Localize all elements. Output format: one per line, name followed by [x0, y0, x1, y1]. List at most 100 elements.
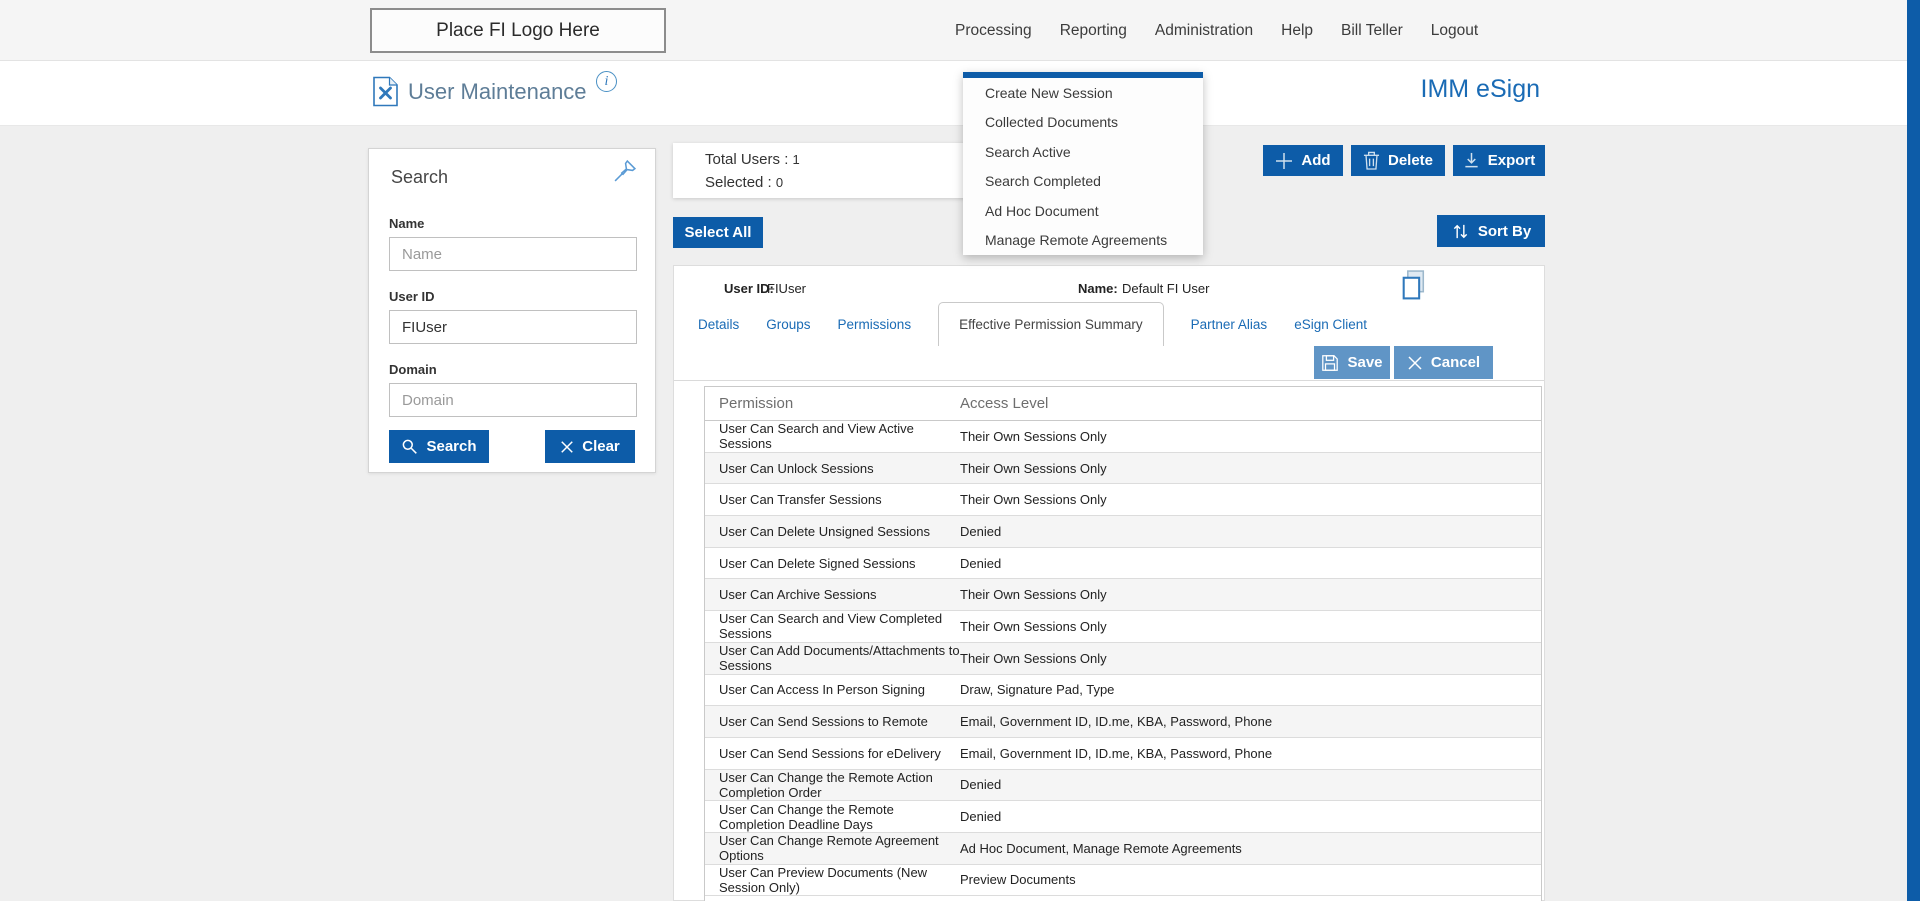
permission-cell: User Can Delete Unsigned Sessions — [719, 523, 930, 539]
tab-effective-permission-summary[interactable]: Effective Permission Summary — [938, 302, 1164, 346]
table-row: User Can Change the Remote Completion De… — [705, 801, 1541, 833]
user-detail-card: User ID: FIUser Name: Default FI User De… — [673, 265, 1545, 901]
card-name-label: Name: — [1078, 281, 1118, 296]
cancel-button[interactable]: Cancel — [1394, 346, 1493, 379]
pin-icon[interactable] — [611, 157, 639, 185]
user-card-tabs: Details Groups Permissions Effective Permis… — [698, 301, 1367, 347]
page-header: User Maintenance i IMM eSign — [0, 61, 1920, 126]
access-level-cell: Email, Government ID, ID.me, KBA, Passwo… — [960, 745, 1273, 761]
menu-item-collected-documents[interactable]: Collected Documents — [985, 114, 1119, 131]
nav-item-logout[interactable]: Logout — [1430, 21, 1479, 39]
cancel-button-label: Cancel — [1430, 354, 1481, 371]
column-header-permission: Permission — [719, 395, 794, 412]
total-users-label: Total Users : — [705, 151, 789, 168]
permission-cell: User Can Transfer Sessions — [719, 492, 882, 508]
tab-groups[interactable]: Groups — [766, 316, 811, 332]
name-input[interactable] — [389, 237, 637, 271]
user-id-input[interactable] — [389, 310, 637, 344]
nav-item-reporting[interactable]: Reporting — [1059, 21, 1127, 39]
table-row: User Can Change the Remote Action Comple… — [705, 769, 1541, 802]
access-level-cell: Email, Government ID, ID.me, KBA, Passwo… — [960, 714, 1273, 730]
brand-logo: IMM eSign — [1420, 75, 1540, 103]
dropdown-items: Create New Session Collected Documents Sea… — [963, 78, 1203, 255]
table-row: User Can Search and View Completed Sessi… — [705, 611, 1541, 643]
delete-button[interactable]: Delete — [1351, 145, 1445, 176]
name-label: Name — [389, 216, 425, 231]
permission-cell: User Can Change the Remote Completion De… — [719, 801, 894, 832]
user-id-label: User ID — [389, 289, 435, 304]
plus-icon — [1276, 152, 1293, 169]
tab-esign-client[interactable]: eSign Client — [1294, 316, 1367, 332]
access-level-cell: Their Own Sessions Only — [960, 618, 1107, 634]
nav-item-processing[interactable]: Processing — [955, 21, 1032, 39]
access-level-cell: Their Own Sessions Only — [960, 492, 1107, 508]
access-level-cell: Their Own Sessions Only — [960, 460, 1107, 476]
access-level-cell: Their Own Sessions Only — [960, 428, 1107, 444]
tab-details[interactable]: Details — [698, 316, 740, 332]
table-row: User Can Change Remote Agreement Options… — [705, 832, 1541, 865]
table-row: User Can Unlock Sessions Their Own Sessi… — [705, 452, 1541, 485]
x-icon — [1408, 355, 1422, 370]
tab-permissions[interactable]: Permissions — [837, 316, 912, 332]
table-row: User Can Transfer Sessions Their Own Ses… — [705, 484, 1541, 517]
sort-arrows-icon — [1453, 224, 1468, 238]
save-button[interactable]: Save — [1314, 346, 1390, 379]
access-level-cell: Draw, Signature Pad, Type — [960, 682, 1115, 698]
main-nav: Processing Reporting Administration Help Bil… — [955, 0, 1478, 61]
table-body: User Can Search and View Active Sessions… — [705, 421, 1541, 897]
table-row: User Can Add Documents/Attachments to Se… — [705, 642, 1541, 675]
domain-input[interactable] — [389, 383, 637, 417]
delete-button-label: Delete — [1387, 152, 1434, 169]
user-maintenance-doc-icon — [372, 76, 399, 107]
access-level-cell: Denied — [960, 523, 1002, 539]
permission-cell: User Can Unlock Sessions — [719, 460, 874, 476]
clear-button-label: Clear — [582, 438, 620, 455]
dropdown-accent-bar — [963, 72, 1203, 78]
info-icon[interactable]: i — [596, 71, 617, 92]
total-users-line: Total Users : 1 — [705, 151, 800, 168]
export-button[interactable]: Export — [1453, 145, 1545, 176]
sort-by-button[interactable]: Sort By — [1437, 215, 1545, 247]
domain-label: Domain — [389, 362, 437, 377]
sort-by-label: Sort By — [1477, 222, 1532, 240]
search-button-label: Search — [426, 438, 477, 455]
access-level-cell: Denied — [960, 809, 1002, 825]
export-button-label: Export — [1487, 152, 1536, 169]
permission-cell: User Can Send Sessions to Remote — [719, 714, 928, 730]
top-navbar: Place FI Logo Here Processing Reporting Ad… — [0, 0, 1920, 61]
table-header-row: Permission Access Level — [705, 387, 1541, 421]
table-row: User Can Delete Unsigned Sessions Denied — [705, 516, 1541, 548]
card-user-id-value: FIUser — [767, 281, 806, 296]
search-button[interactable]: Search — [389, 430, 489, 463]
access-level-cell: Preview Documents — [960, 872, 1076, 888]
menu-item-ad-hoc-document[interactable]: Ad Hoc Document — [985, 202, 1099, 219]
tab-partner-alias[interactable]: Partner Alias — [1190, 316, 1268, 332]
selected-line: Selected : 0 — [705, 174, 783, 191]
nav-item-administration[interactable]: Administration — [1154, 21, 1254, 39]
fi-logo-placeholder: Place FI Logo Here — [370, 8, 666, 53]
totals-box: Total Users : 1 Selected : 0 — [673, 143, 973, 198]
menu-item-search-completed[interactable]: Search Completed — [985, 173, 1101, 190]
clear-button[interactable]: Clear — [545, 430, 635, 463]
table-row: User Can Delete Signed Sessions Denied — [705, 547, 1541, 580]
vertical-scrollbar[interactable] — [1907, 0, 1920, 901]
access-level-cell: Their Own Sessions Only — [960, 587, 1107, 603]
search-panel-title: Search — [391, 167, 449, 187]
menu-item-search-active[interactable]: Search Active — [985, 143, 1071, 160]
nav-item-help[interactable]: Help — [1281, 21, 1314, 39]
menu-item-manage-remote-agreements[interactable]: Manage Remote Agreements — [985, 232, 1168, 249]
add-button[interactable]: Add — [1263, 145, 1343, 176]
access-level-cell: Denied — [960, 777, 1002, 793]
nav-item-bill-teller[interactable]: Bill Teller — [1341, 21, 1403, 39]
permission-cell: User Can Delete Signed Sessions — [719, 555, 916, 571]
add-button-label: Add — [1301, 152, 1331, 169]
permission-cell: User Can Search and View Completed Sessi… — [719, 611, 943, 642]
card-name-value: Default FI User — [1122, 281, 1210, 296]
selected-label: Selected : — [705, 174, 772, 191]
menu-item-create-new-session[interactable]: Create New Session — [985, 84, 1113, 101]
permission-cell: User Can Send Sessions for eDelivery — [719, 745, 941, 761]
copy-icon[interactable] — [1400, 269, 1428, 302]
select-all-button[interactable]: Select All — [673, 217, 763, 248]
table-row: User Can Search and View Active Sessions… — [705, 421, 1541, 453]
